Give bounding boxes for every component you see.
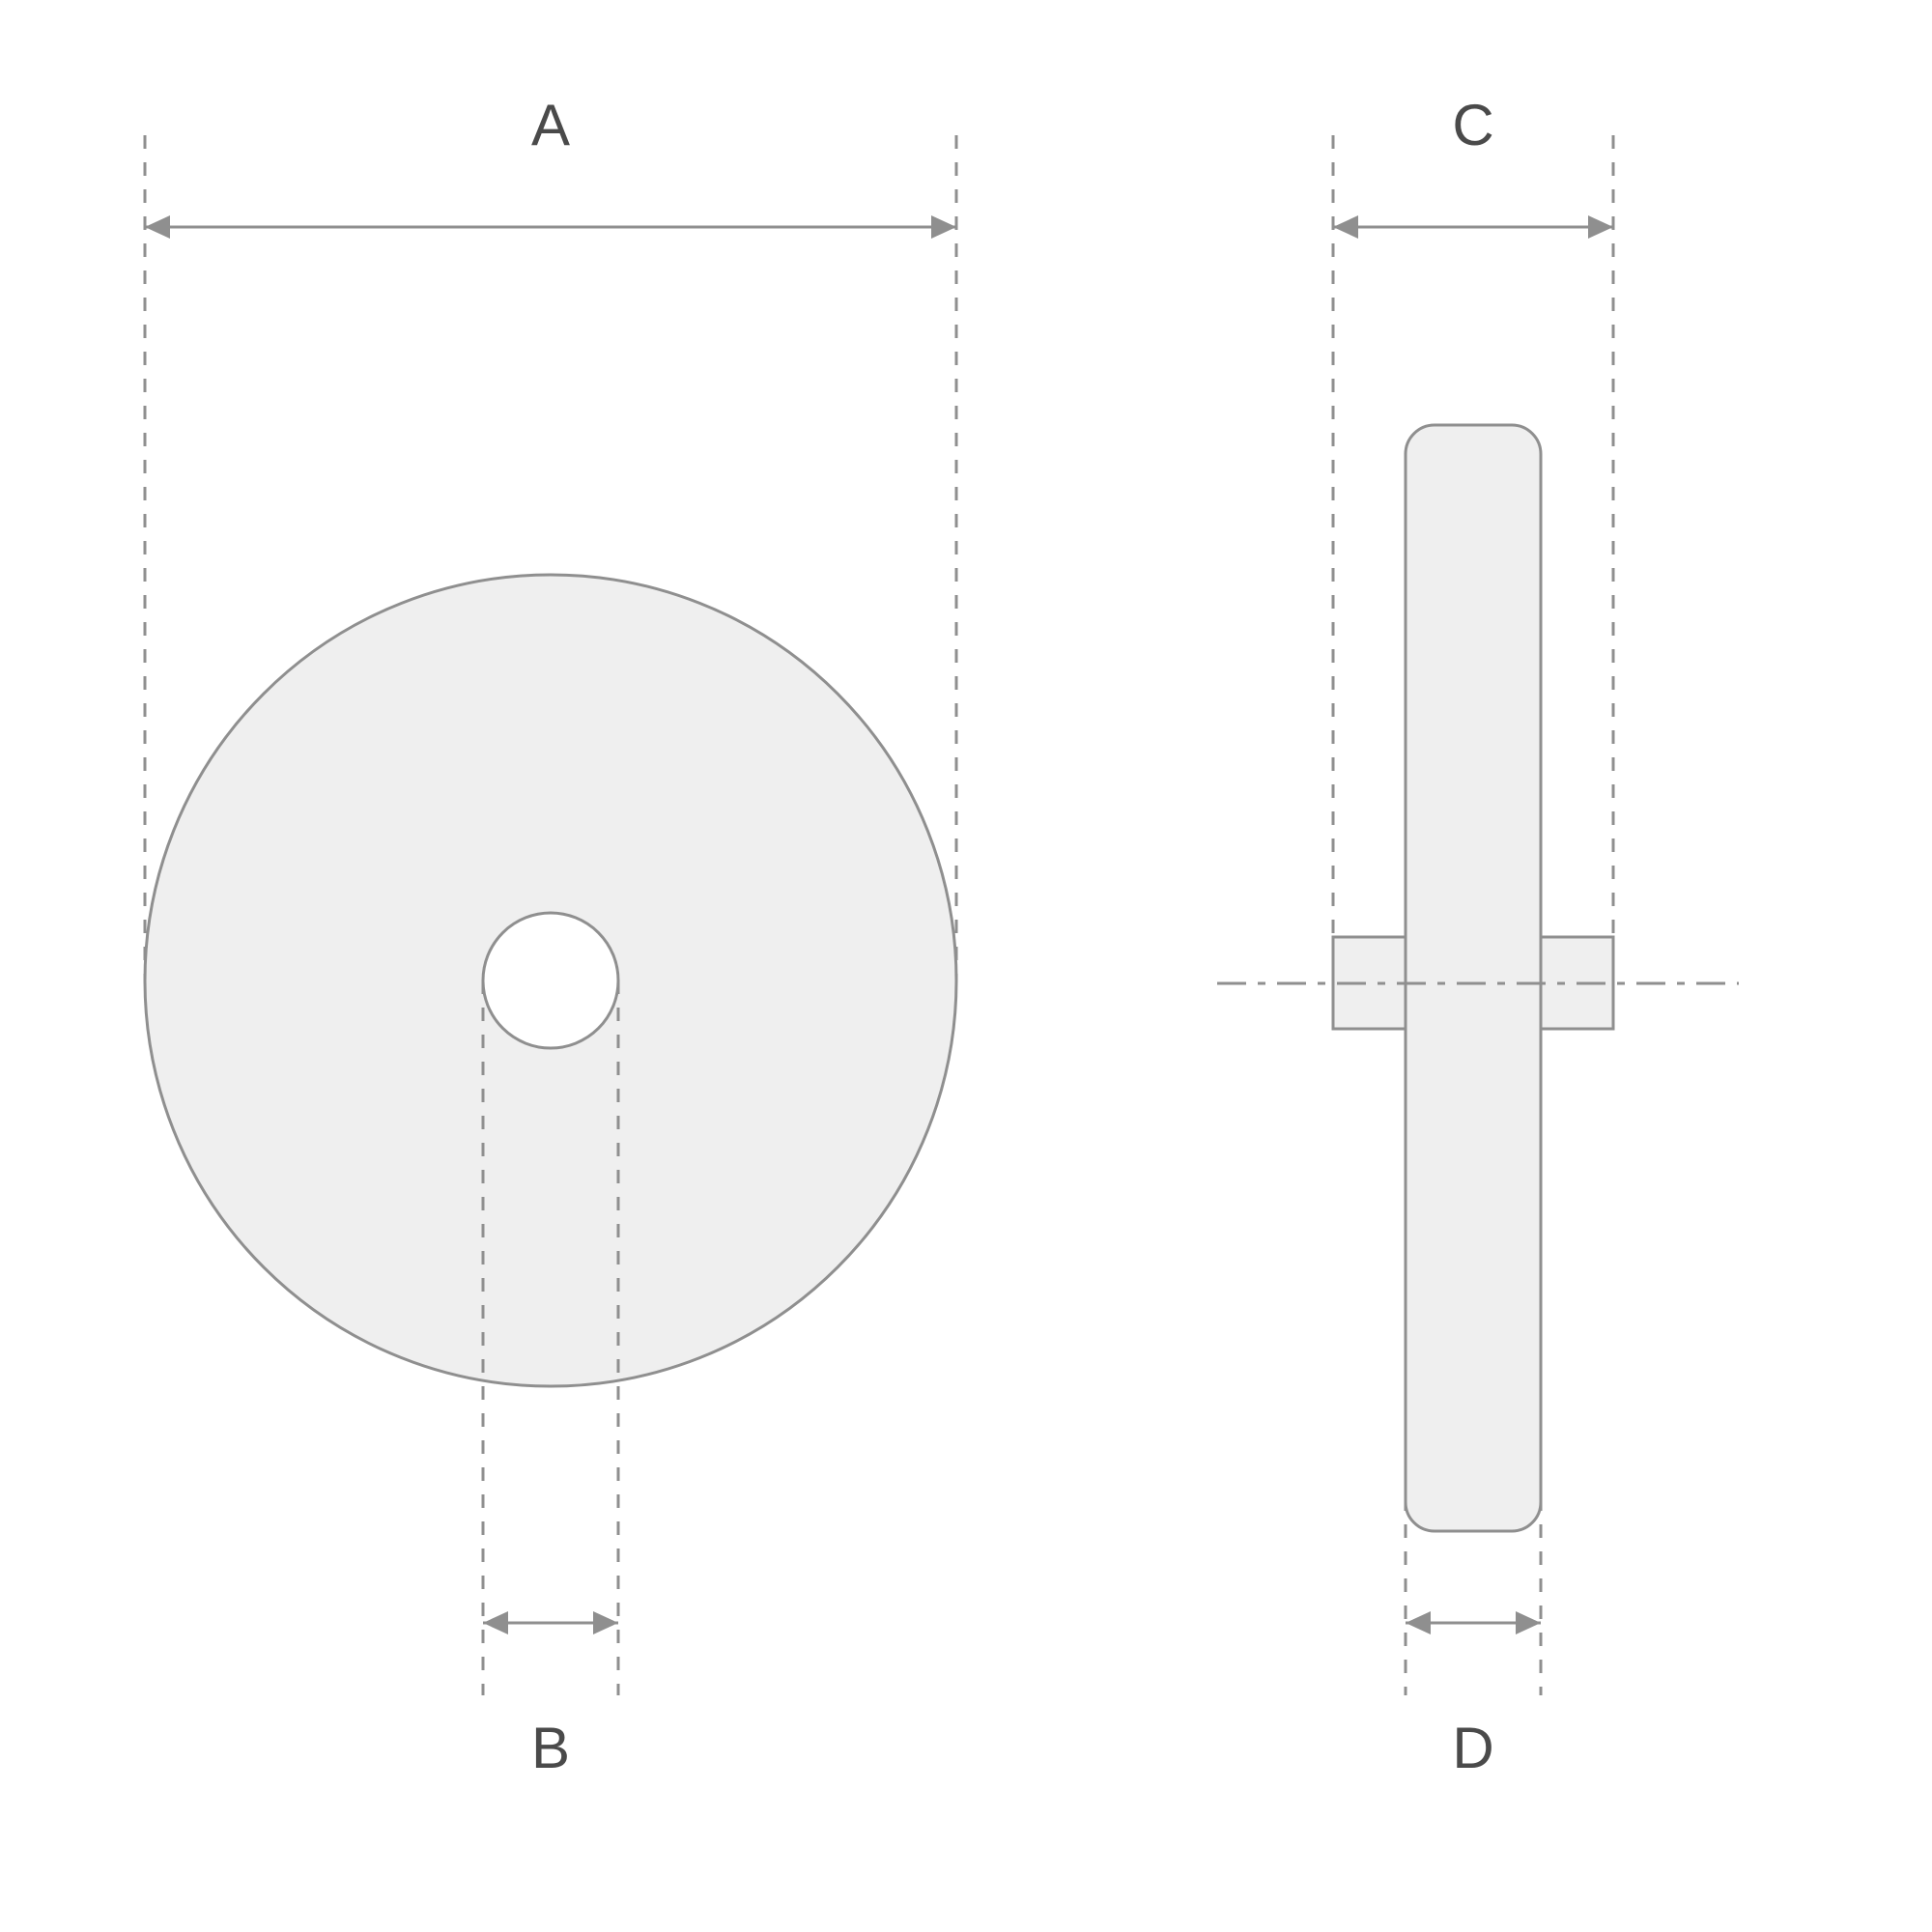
arrowhead-icon	[1588, 215, 1613, 239]
arrowhead-icon	[1406, 1611, 1431, 1634]
arrowhead-icon	[593, 1611, 618, 1634]
side-view-disc	[1406, 425, 1541, 1531]
front-view-bore	[483, 913, 618, 1048]
dim-label-d: D	[1452, 1716, 1493, 1780]
arrowhead-icon	[931, 215, 956, 239]
arrowhead-icon	[1516, 1611, 1541, 1634]
arrowhead-icon	[483, 1611, 508, 1634]
dim-label-a: A	[531, 93, 570, 157]
dimension-diagram: A B C D	[0, 0, 1932, 1932]
dim-label-c: C	[1452, 93, 1493, 157]
dim-label-b: B	[531, 1716, 570, 1780]
arrowhead-icon	[1333, 215, 1358, 239]
arrowhead-icon	[145, 215, 170, 239]
